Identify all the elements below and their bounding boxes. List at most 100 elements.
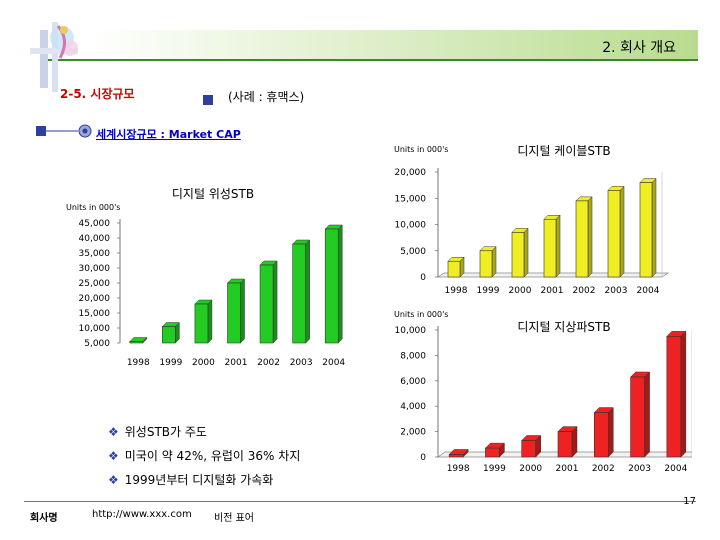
bullet-disc-center-icon [82, 128, 88, 134]
chart-title: 디지털 지상파STB [517, 320, 610, 334]
x-tick-label: 2004 [637, 286, 660, 296]
x-tick-label: 1998 [127, 358, 150, 368]
x-tick-label: 2000 [509, 286, 532, 296]
bar [575, 200, 589, 278]
y-tick-label: 5,000 [84, 339, 110, 349]
x-tick-label: 1999 [159, 358, 182, 368]
x-tick-label: 2002 [573, 286, 596, 296]
bar-side [272, 260, 278, 344]
y-tick-label: 0 [420, 273, 426, 283]
x-tick-label: 2000 [519, 464, 542, 474]
x-tick-label: 1999 [483, 464, 506, 474]
chart-unit-label: Units in 000's [394, 310, 448, 319]
x-tick-label: 1998 [445, 286, 468, 296]
y-tick-label: 5,000 [400, 247, 426, 257]
bar [543, 218, 557, 278]
bar [259, 264, 274, 344]
bar [630, 376, 645, 458]
chart-title: 디지털 위성STB [172, 187, 254, 201]
x-tick-label: 2002 [592, 464, 615, 474]
bar [479, 250, 493, 278]
x-tick-label: 2004 [322, 358, 345, 368]
bar-side [305, 239, 310, 344]
bar [162, 326, 176, 344]
chart-unit-label: Units in 000's [66, 203, 120, 212]
y-tick-label: 20,000 [79, 294, 111, 304]
key-point-text: 미국이 약 42%, 유럽이 36% 차지 [124, 449, 301, 463]
cable-stb-chart: 디지털 케이블STB Units in 000's 20,000 15,000 10,0… [394, 144, 670, 296]
bar [292, 243, 306, 344]
header-title: 2. 회사 개요 [602, 40, 676, 56]
key-points-list: ❖ 위성STB가 주도 ❖ 미국이 약 42%, 유럽이 36% 차지 ❖ 1999년… [108, 420, 300, 492]
x-tick-label: 2000 [192, 358, 215, 368]
logo-emblem [30, 22, 78, 92]
x-tick-label: 2001 [225, 358, 248, 368]
market-square-marker [36, 126, 46, 136]
x-tick-label: 1998 [447, 464, 470, 474]
bar [485, 447, 500, 458]
y-tick-label: 30,000 [79, 264, 111, 274]
key-point-item: ❖ 1999년부터 디지털화 가속화 [108, 468, 300, 492]
footer-url[interactable]: http://www.xxx.com [92, 509, 192, 520]
diamond-bullet-icon: ❖ [108, 449, 119, 463]
bar-side [608, 406, 614, 458]
chart-title: 디지털 케이블STB [517, 144, 610, 158]
x-tick-label: 2001 [541, 286, 564, 296]
y-tick-label: 8,000 [400, 351, 426, 361]
terrestrial-stb-chart: 디지털 지상파STB Units in 000's 10,000 8,000 6,000… [394, 310, 692, 474]
y-tick-label: 10,000 [395, 221, 427, 231]
bar [447, 260, 461, 278]
market-cap-label: 세계시장규모 : Market CAP [96, 128, 241, 141]
page-number: 17 [683, 496, 696, 507]
bar-side [337, 224, 343, 344]
y-tick-label: 2,000 [400, 428, 426, 438]
y-tick-label: 4,000 [400, 402, 426, 412]
key-point-item: ❖ 위성STB가 주도 [108, 420, 300, 444]
bar-side [680, 330, 687, 458]
bar [448, 454, 464, 458]
bar [521, 440, 537, 458]
bar [129, 341, 144, 344]
bar-side [619, 185, 625, 278]
y-tick-label: 15,000 [79, 309, 111, 319]
footer-rule [24, 501, 696, 502]
diamond-bullet-icon: ❖ [108, 473, 119, 487]
key-point-text: 1999년부터 디지털화 가속화 [124, 473, 274, 487]
bar [666, 336, 682, 458]
chart-unit-label: Units in 000's [394, 145, 448, 154]
bar [557, 431, 573, 458]
bar-side [491, 246, 497, 278]
bar [511, 232, 525, 278]
bar-side [523, 227, 529, 278]
bar [593, 412, 609, 458]
section-square-marker [203, 95, 213, 105]
diamond-bullet-icon: ❖ [108, 425, 119, 439]
bar-side [555, 214, 561, 278]
footer-slogan: 비전 표어 [214, 513, 254, 524]
bar [607, 190, 621, 278]
key-point-text: 위성STB가 주도 [124, 425, 207, 439]
section-subtitle: (사례 : 휴맥스) [228, 90, 305, 104]
bar-side [651, 177, 657, 278]
bar [194, 303, 209, 344]
x-tick-label: 2001 [556, 464, 579, 474]
bar [324, 228, 339, 344]
bar [227, 282, 241, 344]
y-tick-label: 10,000 [395, 326, 427, 336]
y-tick-label: 20,000 [395, 168, 427, 178]
bar-side [240, 278, 245, 344]
y-tick-label: 10,000 [79, 324, 111, 334]
y-tick-label: 0 [420, 453, 426, 463]
satellite-stb-chart: 디지털 위성STB Units in 000's 45,000 40,000 35,00… [66, 187, 345, 368]
y-tick-label: 15,000 [395, 194, 427, 204]
header-band [90, 30, 698, 60]
x-tick-label: 2004 [664, 464, 687, 474]
bar [639, 182, 653, 278]
y-tick-label: 6,000 [400, 377, 426, 387]
key-point-item: ❖ 미국이 약 42%, 유럽이 36% 차지 [108, 444, 300, 468]
bar-side [207, 299, 213, 344]
y-tick-label: 25,000 [79, 279, 111, 289]
x-tick-label: 1999 [477, 286, 500, 296]
section-title: 2-5. 시장규모 [60, 87, 135, 101]
